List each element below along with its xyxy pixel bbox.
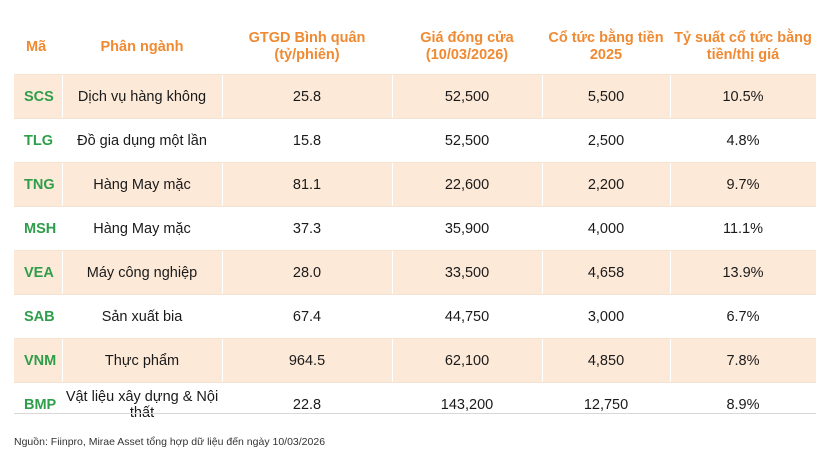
table-row: VNM Thực phẩm 964.5 62,100 4,850 7.8%	[14, 338, 816, 382]
cell-dividend: 4,850	[542, 339, 670, 382]
cell-close-price: 52,500	[392, 119, 542, 162]
cell-sector: Hàng May mặc	[62, 163, 222, 206]
cell-dividend: 12,750	[542, 383, 670, 426]
header-sector: Phân ngành	[100, 38, 184, 55]
dividend-table: Mã Phân ngành GTGD Bình quân (tỷ/phiên) …	[14, 20, 816, 426]
table-header: Mã Phân ngành GTGD Bình quân (tỷ/phiên) …	[14, 20, 816, 74]
cell-dividend: 5,500	[542, 75, 670, 118]
table-row: TLG Đồ gia dụng một lần 15.8 52,500 2,500 4.8…	[14, 118, 816, 162]
bottom-divider	[14, 413, 816, 414]
table-row: SCS Dịch vụ hàng không 25.8 52,500 5,500 10.5…	[14, 74, 816, 118]
cell-yield: 7.8%	[670, 339, 816, 382]
cell-avg-value: 22.8	[222, 383, 392, 426]
cell-avg-value: 15.8	[222, 119, 392, 162]
cell-code: MSH	[24, 220, 57, 237]
table-row: MSH Hàng May mặc 37.3 35,900 4,000 11.1%	[14, 206, 816, 250]
cell-sector: Dịch vụ hàng không	[62, 75, 222, 118]
cell-dividend: 2,200	[542, 163, 670, 206]
cell-code: VNM	[24, 352, 57, 369]
cell-dividend: 2,500	[542, 119, 670, 162]
cell-close-price: 44,750	[392, 295, 542, 338]
table-row: VEA Máy công nghiệp 28.0 33,500 4,658 13.9%	[14, 250, 816, 294]
table-body: SCS Dịch vụ hàng không 25.8 52,500 5,500 10.5…	[14, 74, 816, 426]
cell-close-price: 35,900	[392, 207, 542, 250]
cell-close-price: 22,600	[392, 163, 542, 206]
cell-sector: Hàng May mặc	[62, 207, 222, 250]
source-note: Nguồn: Fiinpro, Mirae Asset tổng hợp dữ …	[14, 436, 326, 448]
header-dividend: Cổ tức bằng tiền 2025	[548, 30, 664, 63]
header-yield: Tỷ suất cổ tức bằng tiền/thị giá	[674, 30, 812, 63]
cell-sector: Đồ gia dụng một lần	[62, 119, 222, 162]
header-code: Mã	[26, 38, 47, 55]
header-avg-value: GTGD Bình quân (tỷ/phiên)	[248, 30, 366, 63]
cell-sector: Vật liệu xây dựng & Nội thất	[62, 383, 222, 426]
cell-avg-value: 964.5	[222, 339, 392, 382]
cell-close-price: 33,500	[392, 251, 542, 294]
cell-sector: Sản xuất bia	[62, 295, 222, 338]
cell-yield: 10.5%	[670, 75, 816, 118]
table-row: SAB Sản xuất bia 67.4 44,750 3,000 6.7%	[14, 294, 816, 338]
cell-close-price: 143,200	[392, 383, 542, 426]
cell-avg-value: 67.4	[222, 295, 392, 338]
cell-code: TNG	[24, 176, 55, 193]
cell-yield: 8.9%	[670, 383, 816, 426]
table-row: BMP Vật liệu xây dựng & Nội thất 22.8 143,2…	[14, 382, 816, 426]
cell-avg-value: 81.1	[222, 163, 392, 206]
cell-code: BMP	[24, 396, 57, 413]
cell-code: VEA	[24, 264, 54, 281]
cell-code: SCS	[24, 88, 54, 105]
cell-dividend: 3,000	[542, 295, 670, 338]
cell-dividend: 4,000	[542, 207, 670, 250]
table-row: TNG Hàng May mặc 81.1 22,600 2,200 9.7%	[14, 162, 816, 206]
cell-sector: Thực phẩm	[62, 339, 222, 382]
cell-yield: 6.7%	[670, 295, 816, 338]
cell-code: SAB	[24, 308, 55, 325]
cell-avg-value: 37.3	[222, 207, 392, 250]
cell-avg-value: 25.8	[222, 75, 392, 118]
cell-avg-value: 28.0	[222, 251, 392, 294]
cell-code: TLG	[24, 132, 53, 149]
cell-close-price: 52,500	[392, 75, 542, 118]
cell-dividend: 4,658	[542, 251, 670, 294]
cell-yield: 4.8%	[670, 119, 816, 162]
header-close-price: Giá đóng cửa (10/03/2026)	[420, 30, 514, 63]
cell-yield: 11.1%	[670, 207, 816, 250]
cell-close-price: 62,100	[392, 339, 542, 382]
cell-yield: 9.7%	[670, 163, 816, 206]
cell-yield: 13.9%	[670, 251, 816, 294]
cell-sector: Máy công nghiệp	[62, 251, 222, 294]
